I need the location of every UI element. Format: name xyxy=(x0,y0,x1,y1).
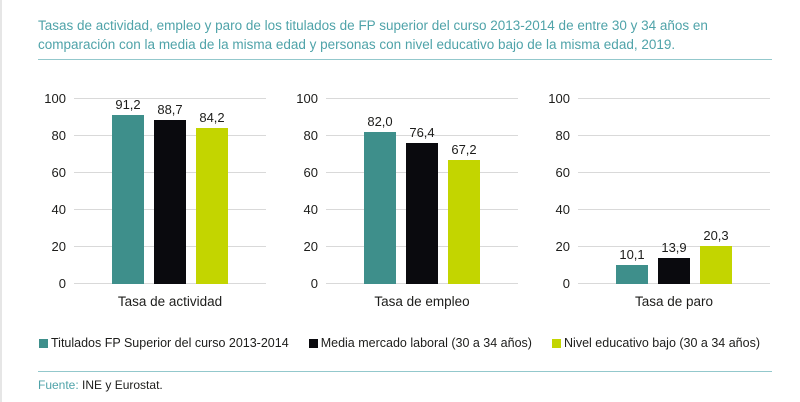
plot-wrap: 0 20 40 60 80 100 82,0 76,4 67,2 xyxy=(294,92,518,291)
bar-slot: 20,3 xyxy=(700,229,732,284)
bar-series-3 xyxy=(448,159,480,284)
source-text: INE y Eurostat. xyxy=(78,378,163,392)
plot-area: 91,2 88,7 84,2 xyxy=(74,98,266,284)
y-axis-tick-label: 100 xyxy=(44,91,66,106)
legend-swatch xyxy=(552,338,562,348)
bar-series-1 xyxy=(616,265,648,284)
plot-wrap: 0 20 40 60 80 100 91,2 88,7 84,2 xyxy=(42,92,266,291)
bar-series-2 xyxy=(406,142,438,284)
gridline xyxy=(326,98,518,99)
y-axis-labels: 0 20 40 60 80 100 xyxy=(294,92,326,291)
y-axis-tick-label: 60 xyxy=(555,165,570,180)
y-axis-tick-label: 0 xyxy=(310,276,318,291)
title-divider xyxy=(38,59,772,60)
y-axis-tick-label: 0 xyxy=(58,276,66,291)
y-axis-tick-label: 60 xyxy=(303,165,318,180)
bar-value-label: 76,4 xyxy=(409,124,435,140)
bar-value-label: 88,7 xyxy=(157,101,183,117)
bar-chart-panel: 0 20 40 60 80 100 10,1 13,9 20,3 Tasa de paro xyxy=(546,92,770,309)
gridline xyxy=(74,98,266,99)
y-axis-tick-label: 20 xyxy=(51,239,66,254)
legend-label: Titulados FP Superior del curso 2013-201… xyxy=(51,336,289,350)
y-axis-labels: 0 20 40 60 80 100 xyxy=(42,92,74,291)
x-axis-category-label: Tasa de paro xyxy=(634,294,714,309)
x-axis-category-label: Tasa de actividad xyxy=(117,294,223,309)
legend-label: Media mercado laboral (30 a 34 años) xyxy=(320,336,532,350)
charts-row: 0 20 40 60 80 100 91,2 88,7 84,2 Tasa de activida… xyxy=(2,92,800,309)
plot-area: 82,0 76,4 67,2 xyxy=(326,98,518,284)
bar-series-2 xyxy=(658,258,690,284)
bar-slot: 88,7 xyxy=(154,101,186,284)
source-note: Fuente: INE y Eurostat. xyxy=(38,378,772,392)
gridline xyxy=(578,172,770,173)
gridline xyxy=(578,209,770,210)
bar-value-label: 10,1 xyxy=(619,247,645,263)
legend-swatch xyxy=(308,338,318,348)
legend-swatch xyxy=(39,338,48,348)
legend-item: Nivel educativo bajo (30 a 34 años) xyxy=(552,336,760,350)
bar-slot: 10,1 xyxy=(616,248,648,284)
bar-series-2 xyxy=(154,119,186,284)
bar-slot: 91,2 xyxy=(112,98,144,284)
bar-value-label: 20,3 xyxy=(703,228,729,244)
bar-series-3 xyxy=(196,128,228,284)
bar-slot: 82,0 xyxy=(364,115,396,284)
bar-chart-panel: 0 20 40 60 80 100 91,2 88,7 84,2 Tasa de activida… xyxy=(42,92,266,309)
chart-legend: Titulados FP Superior del curso 2013-201… xyxy=(39,336,760,350)
y-axis-tick-label: 40 xyxy=(303,202,318,217)
bar-value-label: 13,9 xyxy=(661,240,687,256)
source-label: Fuente: xyxy=(38,378,79,392)
gridline xyxy=(578,98,770,99)
y-axis-tick-label: 20 xyxy=(555,239,570,254)
bar-slot: 76,4 xyxy=(406,124,438,284)
figure-title: Tasas de actividad, empleo y paro de los… xyxy=(38,18,708,52)
bar-series-1 xyxy=(112,115,144,284)
plot-wrap: 0 20 40 60 80 100 10,1 13,9 20,3 xyxy=(546,92,770,291)
y-axis-tick-label: 0 xyxy=(562,276,570,291)
bar-value-label: 67,2 xyxy=(451,141,477,157)
footer-divider xyxy=(38,371,772,372)
bar-group: 10,1 13,9 20,3 xyxy=(578,99,770,284)
y-axis-tick-label: 40 xyxy=(51,202,66,217)
bar-value-label: 84,2 xyxy=(199,110,225,126)
y-axis-tick-label: 40 xyxy=(555,202,570,217)
bar-value-label: 91,2 xyxy=(115,97,141,113)
bar-value-label: 82,0 xyxy=(367,114,393,130)
bar-series-1 xyxy=(364,132,396,284)
gridline xyxy=(578,246,770,247)
bar-chart-panel: 0 20 40 60 80 100 82,0 76,4 67,2 Tasa de empleo xyxy=(294,92,518,309)
y-axis-tick-label: 60 xyxy=(51,165,66,180)
y-axis-labels: 0 20 40 60 80 100 xyxy=(546,92,578,291)
bar-slot: 84,2 xyxy=(196,111,228,284)
bar-series-3 xyxy=(700,246,732,284)
legend-item: Media mercado laboral (30 a 34 años) xyxy=(308,336,532,350)
legend-label: Nivel educativo bajo (30 a 34 años) xyxy=(564,336,760,350)
bar-slot: 13,9 xyxy=(658,241,690,284)
y-axis-tick-label: 20 xyxy=(303,239,318,254)
bar-group: 91,2 88,7 84,2 xyxy=(74,98,266,284)
bar-slot: 67,2 xyxy=(448,141,480,284)
y-axis-tick-label: 100 xyxy=(296,91,318,106)
plot-area: 10,1 13,9 20,3 xyxy=(578,98,770,284)
x-axis-category-label: Tasa de empleo xyxy=(374,294,470,309)
bar-group: 82,0 76,4 67,2 xyxy=(326,99,518,284)
y-axis-tick-label: 100 xyxy=(548,91,570,106)
legend-item: Titulados FP Superior del curso 2013-201… xyxy=(39,336,289,350)
y-axis-tick-label: 80 xyxy=(303,128,318,143)
gridline xyxy=(326,135,518,136)
y-axis-tick-label: 80 xyxy=(51,128,66,143)
gridline xyxy=(578,135,770,136)
y-axis-tick-label: 80 xyxy=(555,128,570,143)
